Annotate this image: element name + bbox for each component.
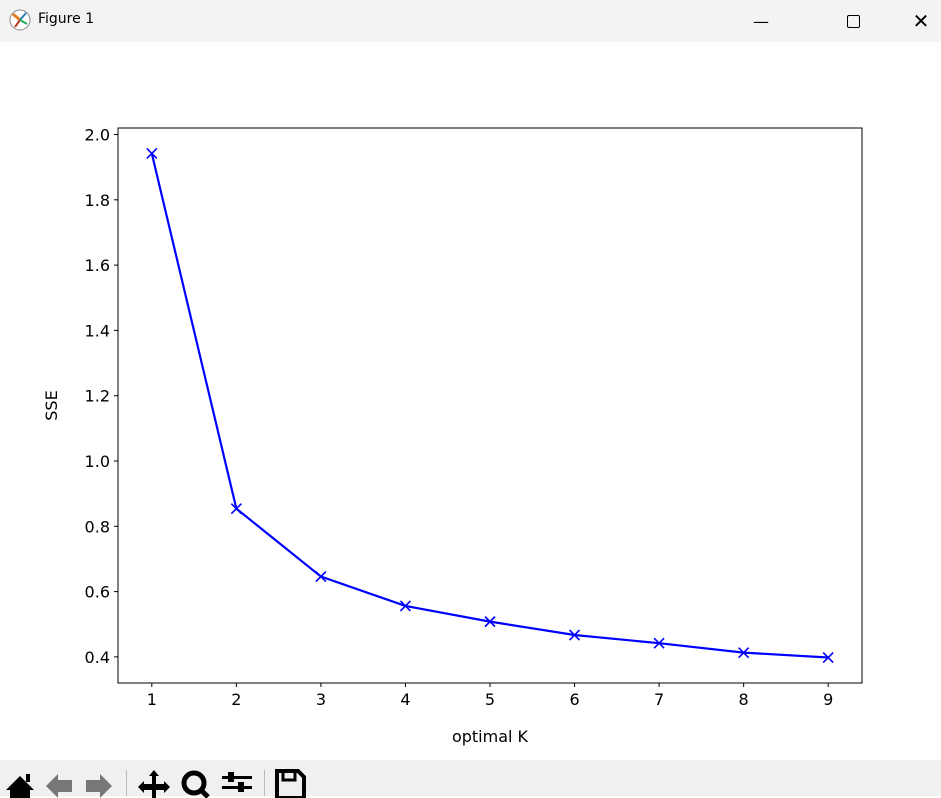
data-point-marker <box>315 571 327 583</box>
data-point-marker <box>653 637 665 649</box>
x-tick-label: 3 <box>316 690 326 709</box>
configure-subplots-icon[interactable] <box>220 768 254 798</box>
pan-icon[interactable] <box>137 768 171 798</box>
close-button[interactable]: ✕ <box>898 0 941 42</box>
y-tick-label: 1.2 <box>85 387 110 406</box>
data-point-marker <box>738 647 750 659</box>
navigation-toolbar <box>0 760 941 798</box>
x-tick-label: 8 <box>739 690 749 709</box>
maximize-button[interactable] <box>830 0 876 42</box>
data-point-marker <box>146 147 158 160</box>
zoom-icon[interactable] <box>179 768 211 798</box>
x-tick-label: 4 <box>400 690 410 709</box>
y-tick-label: 1.4 <box>85 321 110 340</box>
y-axis-label: SSE <box>42 390 61 420</box>
minimize-icon: — <box>753 11 769 31</box>
window-title: Figure 1 <box>38 11 95 27</box>
minimize-button[interactable]: — <box>738 0 784 42</box>
matplotlib-logo-icon <box>9 9 31 31</box>
toolbar-separator <box>126 770 127 796</box>
y-tick-label: 1.8 <box>85 191 110 210</box>
data-point-marker <box>822 651 834 664</box>
y-tick-label: 0.6 <box>85 583 110 602</box>
y-tick-label: 1.6 <box>85 256 110 275</box>
y-tick-label: 0.4 <box>85 648 110 667</box>
x-tick-label: 1 <box>147 690 157 709</box>
maximize-icon <box>846 14 860 28</box>
title-bar: Figure 1 — ✕ <box>0 0 941 42</box>
chart: 1 2 3 4 5 6 7 8 9 0.4 0.6 0.8 1.0 1.2 1.4 1.6 1.8 2.0 opti… <box>42 126 863 746</box>
x-axis-label: optimal K <box>452 727 529 746</box>
home-icon[interactable] <box>4 768 36 798</box>
data-point-marker <box>399 600 412 612</box>
x-tick-label: 5 <box>485 690 495 709</box>
forward-arrow-icon[interactable] <box>84 768 114 798</box>
x-tick-label: 7 <box>654 690 664 709</box>
plot-area <box>117 127 863 684</box>
x-tick-label: 9 <box>823 690 833 709</box>
toolbar-separator <box>264 770 265 796</box>
back-arrow-icon[interactable] <box>44 768 74 798</box>
data-point-marker <box>230 503 242 515</box>
y-tick-label: 2.0 <box>85 126 110 145</box>
x-tick-label: 6 <box>569 690 579 709</box>
data-point-marker <box>484 616 496 628</box>
y-tick-label: 1.0 <box>85 452 110 471</box>
x-tick-label: 2 <box>231 690 241 709</box>
close-icon: ✕ <box>912 9 930 33</box>
save-icon[interactable] <box>274 768 306 798</box>
data-point-marker <box>568 629 581 641</box>
y-tick-label: 0.8 <box>85 517 110 536</box>
